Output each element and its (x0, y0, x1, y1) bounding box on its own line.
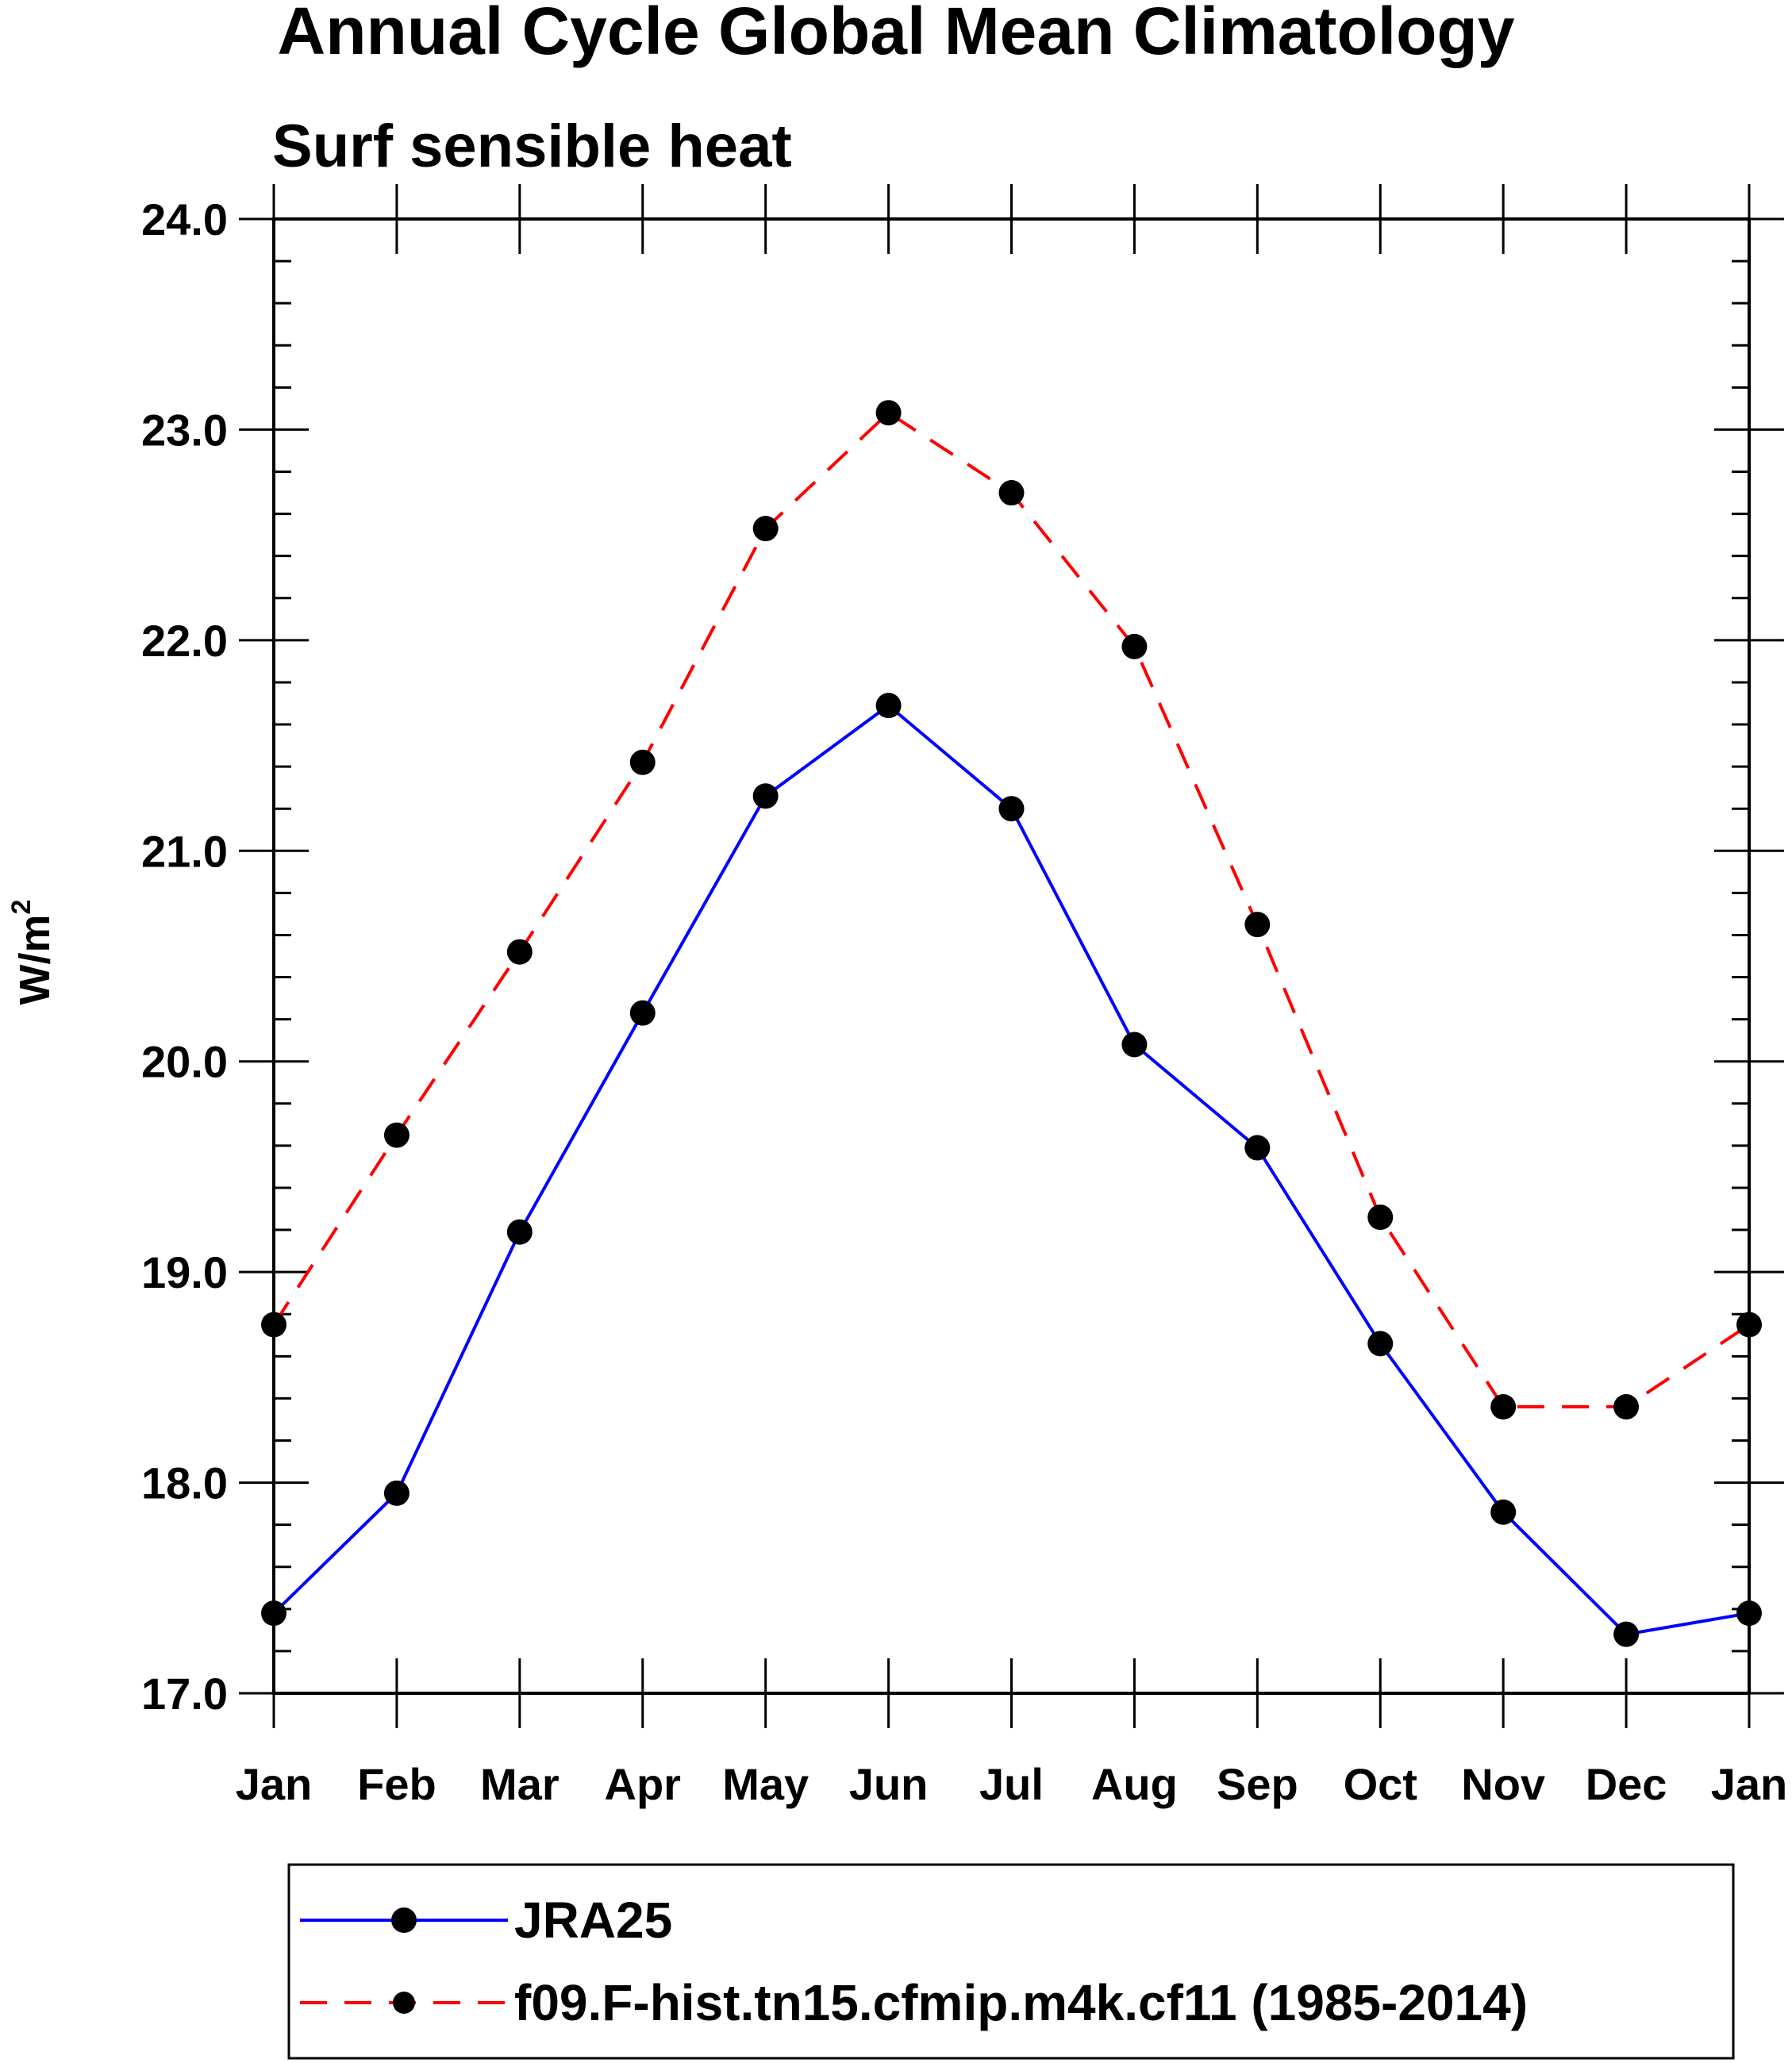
data-point-series-1 (1244, 1135, 1271, 1161)
data-point-series-2 (752, 516, 779, 542)
y-tick-labels: 17.0 18.0 19.0 20.0 21.0 22.0 23.0 24.0 (141, 194, 228, 1719)
x-tick-label: May (722, 1759, 809, 1809)
y-tick-label: 17.0 (141, 1669, 228, 1719)
data-point-series-2 (1121, 633, 1148, 659)
x-tick-label: Nov (1461, 1759, 1545, 1809)
data-point-series-2 (1244, 912, 1271, 938)
data-point-series-2 (1490, 1394, 1517, 1420)
series-markers (261, 400, 1762, 1647)
y-tick-label: 19.0 (141, 1247, 228, 1297)
legend: JRA25 f09.F-hist.tn15.cfmip.m4k.cf11 (198… (287, 1863, 1735, 2060)
gridless-ticks (239, 184, 1784, 1728)
x-tick-label: Dec (1586, 1759, 1667, 1809)
x-tick-label: Oct (1344, 1759, 1417, 1809)
series-lines (272, 410, 1751, 1636)
legend-marker-2 (393, 1992, 415, 2014)
data-point-series-2 (383, 1122, 410, 1148)
series-line-2 (272, 410, 1751, 1409)
y-tick-label: 20.0 (141, 1037, 228, 1087)
x-tick-label: Mar (480, 1759, 560, 1809)
x-tick-label: Aug (1091, 1759, 1178, 1809)
legend-label-2: f09.F-hist.tn15.cfmip.m4k.cf11 (1985-201… (514, 1974, 1528, 2031)
data-point-series-2 (1367, 1204, 1394, 1231)
data-point-series-1 (383, 1480, 410, 1506)
data-point-series-1 (875, 693, 902, 719)
y-tick-label: 23.0 (141, 405, 228, 455)
y-tick-label: 18.0 (141, 1458, 228, 1508)
legend-label-1: JRA25 (514, 1892, 672, 1949)
x-tick-label: Jan (236, 1759, 313, 1809)
x-tick-label: Jun (849, 1759, 929, 1809)
x-tick-label: Apr (605, 1759, 681, 1809)
y-tick-label: 21.0 (141, 826, 228, 876)
y-axis-label-unit: W/m (11, 914, 59, 1005)
data-point-series-2 (506, 939, 533, 965)
y-tick-label: 22.0 (141, 616, 228, 666)
legend-marker-1 (391, 1907, 417, 1933)
x-tick-label: Feb (357, 1759, 436, 1809)
y-axis-label-superscript: 2 (6, 900, 37, 915)
chart-subtitle: Surf sensible heat (272, 113, 792, 180)
plot-frame (272, 217, 1751, 1695)
y-axis-label: W/m2 (6, 900, 59, 1005)
data-point-series-1 (629, 1000, 656, 1026)
data-point-series-1 (1613, 1621, 1640, 1647)
data-point-series-1 (1121, 1032, 1148, 1058)
data-point-series-2 (875, 400, 902, 426)
data-point-series-1 (1490, 1499, 1517, 1525)
x-tick-labels: Jan Feb Mar Apr May Jun Jul Aug Sep Oct Nov Dec Jan (236, 1759, 1788, 1809)
data-point-series-1 (1367, 1331, 1394, 1357)
chart-title: Annual Cycle Global Mean Climatology (278, 0, 1515, 68)
series-line-1 (272, 703, 1750, 1636)
data-point-series-2 (998, 480, 1025, 506)
data-point-series-1 (998, 796, 1025, 822)
data-point-series-2 (1613, 1394, 1640, 1420)
data-point-series-1 (506, 1219, 533, 1245)
y-tick-label: 24.0 (141, 194, 228, 244)
x-tick-label: Sep (1217, 1759, 1298, 1809)
x-tick-label: Jul (979, 1759, 1044, 1809)
data-point-series-2 (629, 749, 656, 775)
data-point-series-1 (752, 783, 779, 809)
x-tick-label: Jan (1711, 1759, 1788, 1809)
legend-box (287, 1863, 1735, 2060)
